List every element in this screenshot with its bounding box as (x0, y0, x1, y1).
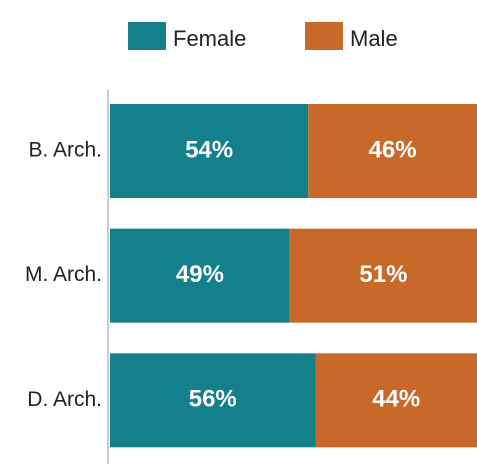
data-label: 56% (189, 386, 237, 413)
bar-segment (289, 228, 477, 323)
bar-segment (315, 353, 477, 448)
bar-segment (110, 353, 316, 448)
bar-segment (110, 228, 290, 323)
data-label: 44% (372, 386, 420, 413)
data-label: 51% (359, 261, 407, 288)
category-label: D. Arch. (27, 388, 102, 411)
bar-segment (308, 104, 477, 198)
legend-label: Male (350, 26, 398, 51)
legend-swatch (305, 22, 343, 50)
category-label: B. Arch. (28, 139, 102, 162)
legend-label: Female (173, 26, 246, 51)
data-label: 46% (369, 136, 417, 163)
category-label: M. Arch. (25, 263, 102, 286)
data-label: 49% (176, 261, 224, 288)
bar-segment (110, 104, 309, 198)
data-label: 54% (185, 136, 233, 163)
legend-swatch (128, 22, 166, 50)
